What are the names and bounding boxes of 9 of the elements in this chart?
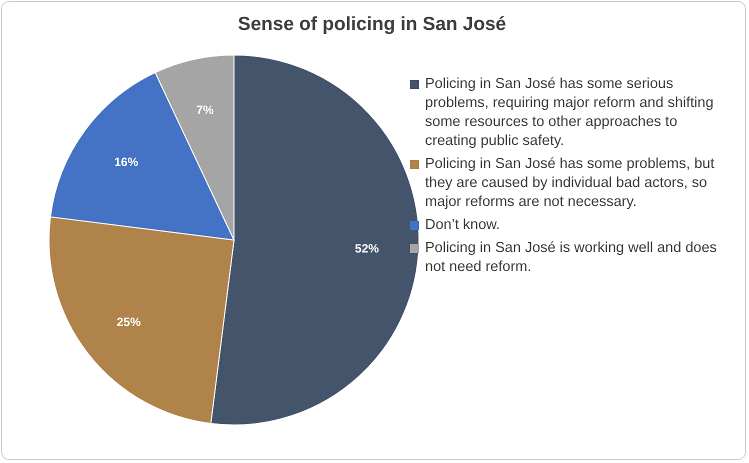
data-label: 25% (116, 314, 142, 329)
legend-label: Policing in San José has some serious problems, requiring major reform and shifting some resources to other approaches to creating public safety. (425, 75, 715, 151)
data-label: 52% (354, 242, 380, 256)
data-label: 16% (114, 154, 139, 169)
chart-title: Sense of policing in San José (238, 14, 506, 35)
legend-label: Don’t know. (425, 216, 500, 235)
legend-label: Policing in San José has some problems, but they are caused by individual bad actors, so major reforms are not necessary. (425, 155, 716, 212)
data-label: 7% (196, 103, 214, 118)
legend-label: Policing in San José is working well and does not need reform. (425, 239, 718, 277)
